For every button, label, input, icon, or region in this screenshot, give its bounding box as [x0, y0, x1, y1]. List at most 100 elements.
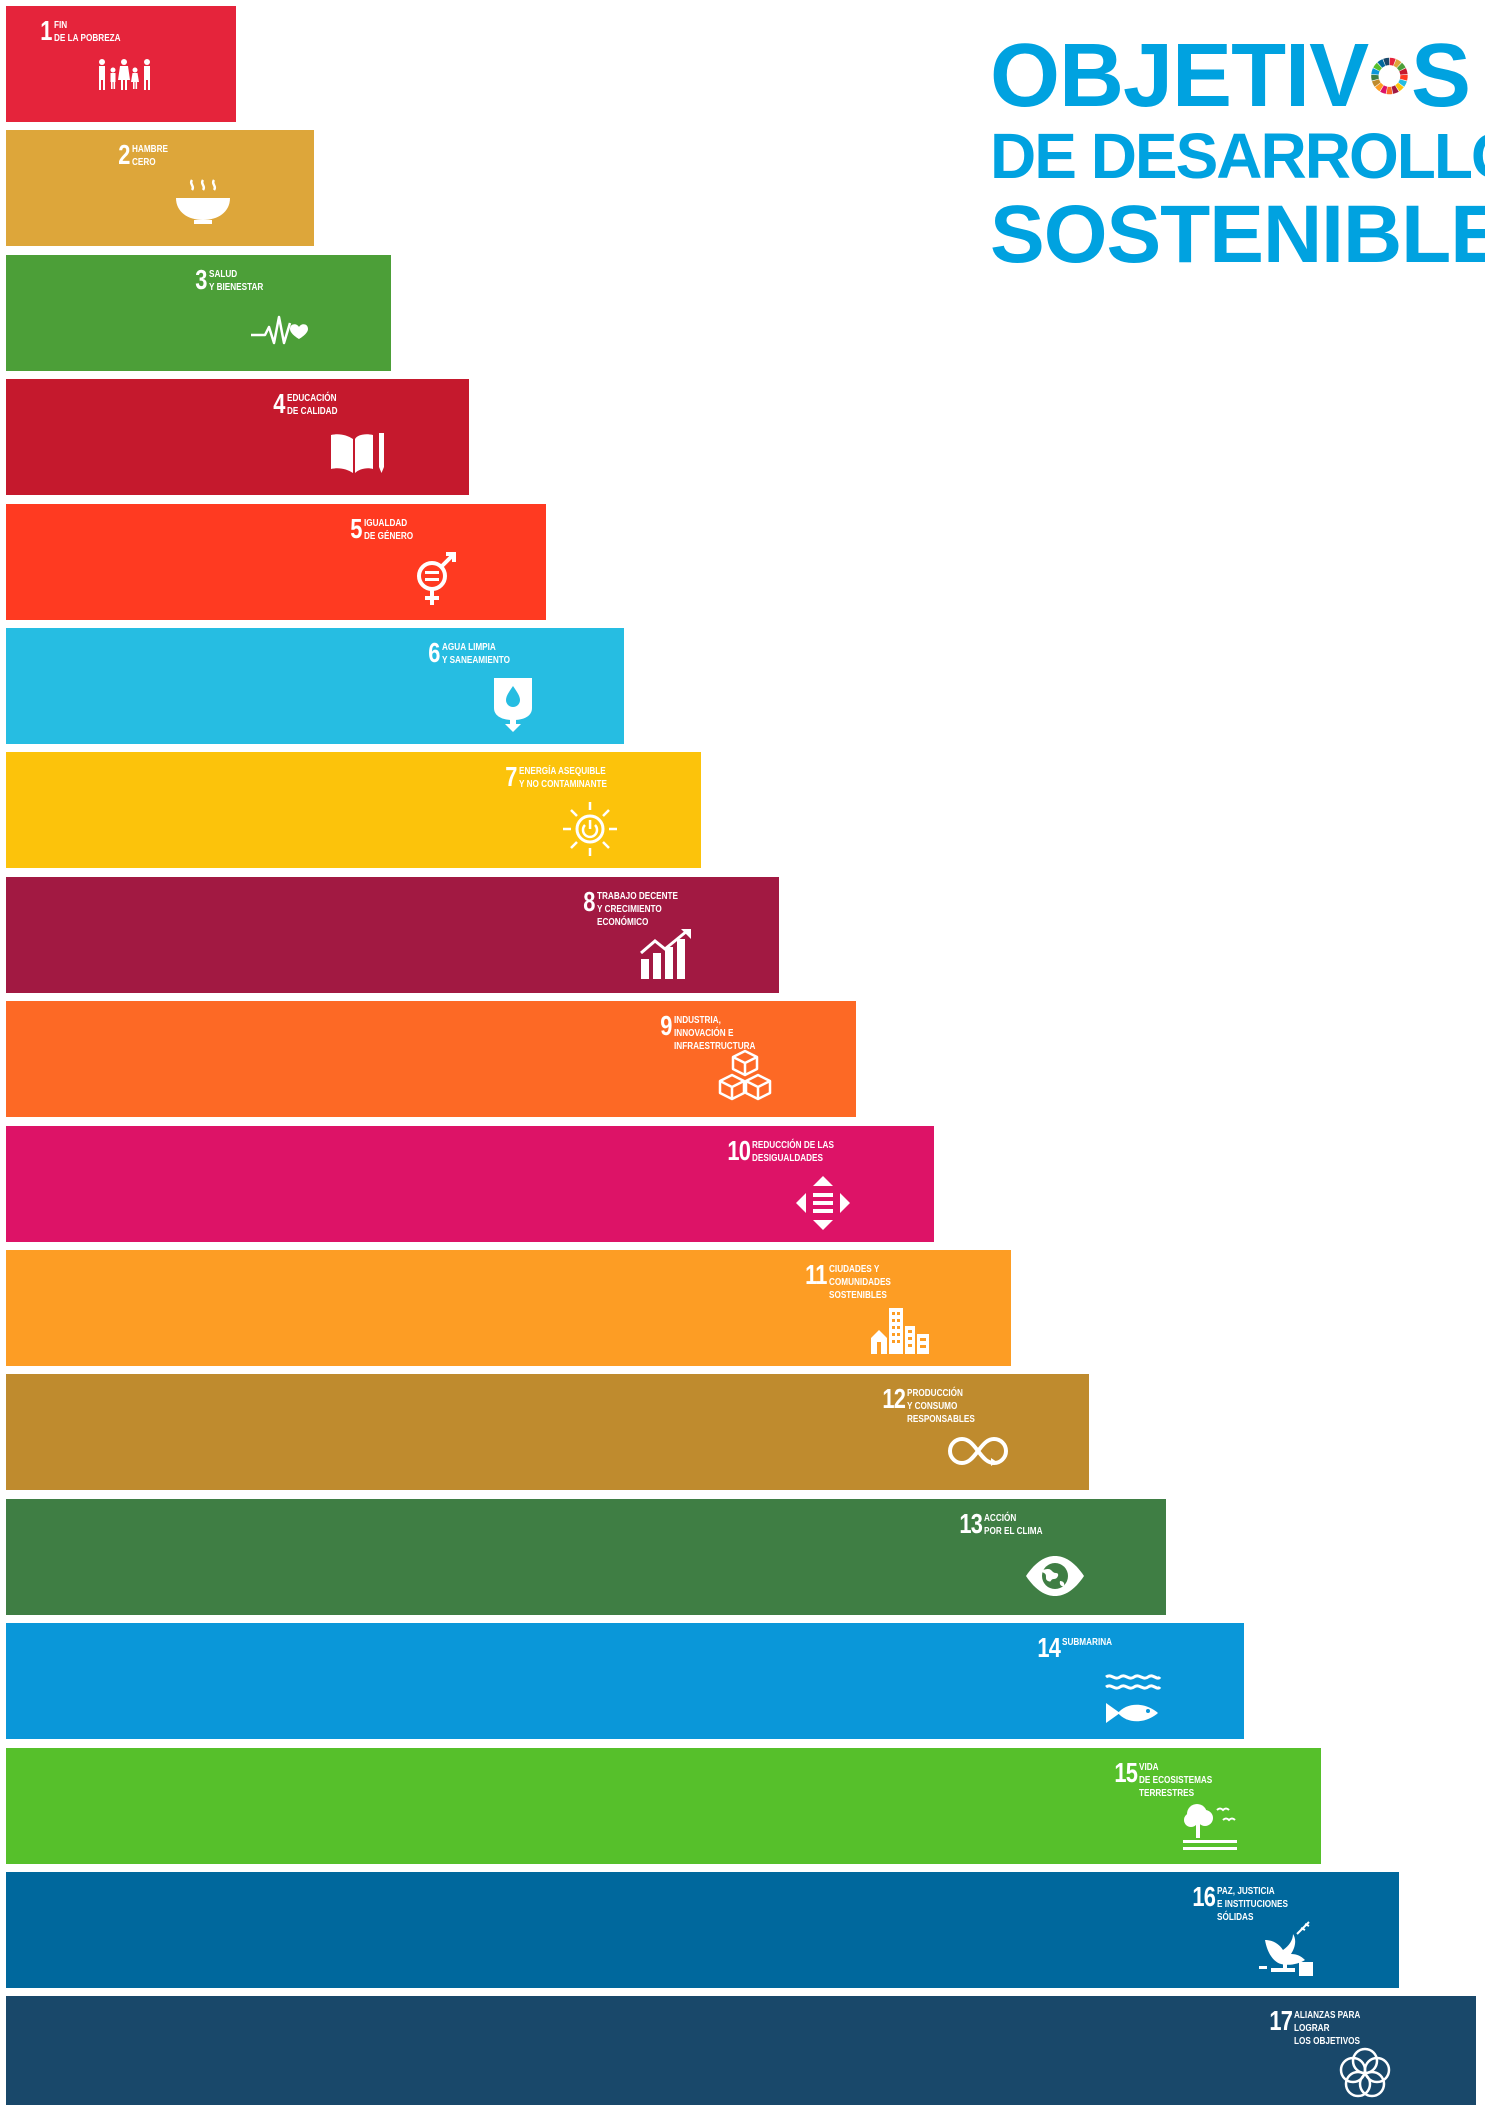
sdg-goal-6: 6 AGUA LIMPIA Y SANEAMIENTO: [6, 628, 624, 744]
sdg-goal-9: 9 INDUSTRIA, INNOVACIÓN E INFRAESTRUCTURA: [6, 1001, 856, 1117]
sdg-goal-14: 14 SUBMARINA: [6, 1623, 1244, 1739]
gender-equality-icon: [404, 550, 466, 612]
goal-number: 10: [727, 1135, 751, 1166]
sdg-wheel-segment: [1398, 79, 1408, 87]
sdg-wheel-icon: [1371, 57, 1408, 95]
growth-chart-icon: [637, 923, 699, 985]
goal-number: 13: [959, 1508, 983, 1539]
goal-heading: 17 ALIANZAS PARA LOGRAR LOS OBJETIVOS: [1263, 2005, 1414, 2048]
flower-rings-icon: [1334, 2042, 1396, 2104]
goal-heading: 11 CIUDADES Y COMUNIDADES SOSTENIBLES: [799, 1259, 949, 1302]
sdg-wheel-segment: [1375, 82, 1384, 92]
tree-birds-icon: [1179, 1794, 1241, 1856]
goal-number: 2: [118, 139, 131, 170]
goal-label: FIN DE LA POBREZA: [54, 19, 121, 44]
title-objetiv: OBJETIV: [990, 26, 1369, 126]
sdg-wheel-segment: [1380, 85, 1388, 94]
goal-number: 17: [1269, 2005, 1293, 2036]
sdg-goal-15: 15 VIDA DE ECOSISTEMAS TERRESTRES: [6, 1748, 1321, 1864]
goal-label: SALUD Y BIENESTAR: [209, 268, 264, 293]
sdg-wheel-segment: [1371, 74, 1380, 81]
sdg-goal-8: 8 TRABAJO DECENTE Y CRECIMIENTO ECONÓMICO: [6, 877, 779, 993]
goal-label: ENERGÍA ASEQUIBLE Y NO CONTAMINANTE: [519, 765, 607, 790]
fish-waves-icon: [1102, 1669, 1164, 1731]
sdg-wheel-segment: [1400, 74, 1408, 81]
goal-label: PRODUCCIÓN Y CONSUMO RESPONSABLES: [907, 1387, 975, 1425]
goal-label: ACCIÓN POR EL CLIMA: [984, 1512, 1043, 1537]
sdg-wheel-segment: [1389, 57, 1396, 66]
sdg-wheel-segment: [1386, 86, 1393, 95]
book-pencil-icon: [327, 425, 389, 487]
sdg-goal-5: 5 IGUALDAD DE GÉNERO: [6, 504, 546, 620]
goal-number: 3: [195, 264, 208, 295]
goal-label: IGUALDAD DE GÉNERO: [364, 517, 414, 542]
goal-heading: 10 REDUCCIÓN DE LAS DESIGUALDADES: [721, 1135, 872, 1166]
goal-number: 5: [350, 513, 363, 544]
cubes-icon: [714, 1047, 776, 1109]
sun-power-icon: [559, 798, 621, 860]
goal-number: 14: [1037, 1632, 1061, 1663]
sdg-wheel-segment: [1393, 59, 1402, 68]
goal-label: EDUCACIÓN DE CALIDAD: [287, 392, 338, 417]
goal-heading: 12 PRODUCCIÓN Y CONSUMO RESPONSABLES: [876, 1383, 1027, 1426]
family-icon: [94, 52, 156, 114]
sdg-goal-3: 3 SALUD Y BIENESTAR: [6, 255, 391, 371]
page-title: OBJETIV S DE DESARROLLO SOSTENIBLE: [990, 26, 1485, 280]
sdg-wheel-segment: [1383, 57, 1390, 66]
goal-heading: 5 IGUALDAD DE GÉNERO: [347, 513, 484, 544]
water-drop-icon: [482, 674, 544, 736]
goal-label: AGUA LIMPIA Y SANEAMIENTO: [442, 641, 510, 666]
goal-label: VIDA DE ECOSISTEMAS TERRESTRES: [1139, 1761, 1213, 1799]
title-line-3: SOSTENIBLE: [990, 189, 1485, 280]
infinity-icon: [947, 1420, 1009, 1482]
sdg-goal-16: 16 PAZ, JUSTICIA E INSTITUCIONES SÓLIDAS: [6, 1872, 1399, 1988]
equality-arrows-icon: [792, 1172, 854, 1234]
sdg-goal-17: 17 ALIANZAS PARA LOGRAR LOS OBJETIVOS: [6, 1996, 1476, 2105]
sdg-goal-11: 11 CIUDADES Y COMUNIDADES SOSTENIBLES: [6, 1250, 1011, 1366]
goal-number: 6: [428, 637, 441, 668]
goal-number: 11: [805, 1259, 827, 1290]
goal-heading: 1 FIN DE LA POBREZA: [37, 15, 174, 46]
food-bowl-icon: [172, 176, 234, 238]
goal-heading: 4 EDUCACIÓN DE CALIDAD: [270, 388, 407, 419]
eye-globe-icon: [1024, 1545, 1086, 1607]
sdg-wheel-segment: [1397, 62, 1406, 71]
sdg-wheel-segment: [1373, 62, 1383, 71]
title-s: S: [1410, 26, 1471, 126]
sdg-wheel-segment: [1395, 82, 1404, 92]
sdg-wheel-segment: [1391, 85, 1399, 94]
goal-number: 8: [583, 886, 596, 917]
goal-number: 15: [1114, 1757, 1138, 1788]
goal-heading: 15 VIDA DE ECOSISTEMAS TERRESTRES: [1108, 1757, 1259, 1800]
goal-heading: 2 HAMBRE CERO: [115, 139, 252, 170]
goal-heading: 3 SALUD Y BIENESTAR: [192, 264, 329, 295]
dove-gavel-icon: [1257, 1918, 1319, 1980]
title-line-1: OBJETIV S: [990, 26, 1471, 126]
goal-heading: 9 INDUSTRIA, INNOVACIÓN E INFRAESTRUCTURA: [657, 1010, 794, 1053]
heartbeat-icon: [249, 301, 311, 363]
sdg-goal-12: 12 PRODUCCIÓN Y CONSUMO RESPONSABLES: [6, 1374, 1089, 1490]
goal-number: 12: [882, 1383, 906, 1414]
goal-label: ALIANZAS PARA LOGRAR LOS OBJETIVOS: [1294, 2009, 1361, 2047]
sdg-goal-2: 2 HAMBRE CERO: [6, 130, 314, 246]
sdg-wheel-segment: [1372, 79, 1381, 87]
goal-label: TRABAJO DECENTE Y CRECIMIENTO ECONÓMICO: [597, 890, 678, 928]
goal-number: 4: [273, 388, 286, 419]
goal-number: 1: [40, 15, 53, 46]
sdg-goal-10: 10 REDUCCIÓN DE LAS DESIGUALDADES: [6, 1126, 934, 1242]
sdg-wheel-segment: [1377, 59, 1386, 68]
goal-label: SUBMARINA: [1062, 1636, 1113, 1648]
sdg-wheel-segment: [1399, 68, 1408, 75]
goal-heading: 16 PAZ, JUSTICIA E INSTITUCIONES SÓLIDAS: [1186, 1883, 1337, 1924]
goal-label: INDUSTRIA, INNOVACIÓN E INFRAESTRUCTURA: [674, 1014, 756, 1052]
goal-label: REDUCCIÓN DE LAS DESIGUALDADES: [752, 1139, 834, 1164]
goal-label: PAZ, JUSTICIA E INSTITUCIONES SÓLIDAS: [1217, 1885, 1288, 1923]
sdg-wheel-segment: [1371, 68, 1380, 75]
goal-heading: 6 AGUA LIMPIA Y SANEAMIENTO: [425, 637, 562, 668]
goal-heading: 14 SUBMARINA: [1031, 1632, 1182, 1663]
title-line-2: DE DESARROLLO: [990, 120, 1485, 192]
goal-number: 9: [660, 1010, 673, 1041]
goal-label: HAMBRE CERO: [132, 143, 168, 168]
goal-label: CIUDADES Y COMUNIDADES SOSTENIBLES: [829, 1263, 891, 1301]
sdg-goal-1: 1 FIN DE LA POBREZA: [6, 6, 236, 122]
